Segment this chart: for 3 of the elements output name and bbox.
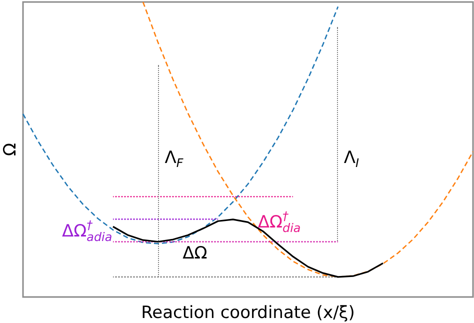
x-axis-title: Reaction coordinate (x/ξ): [141, 303, 355, 323]
annotation: ΔΩ: [182, 244, 208, 264]
y-axis-title: Ω: [0, 143, 20, 156]
